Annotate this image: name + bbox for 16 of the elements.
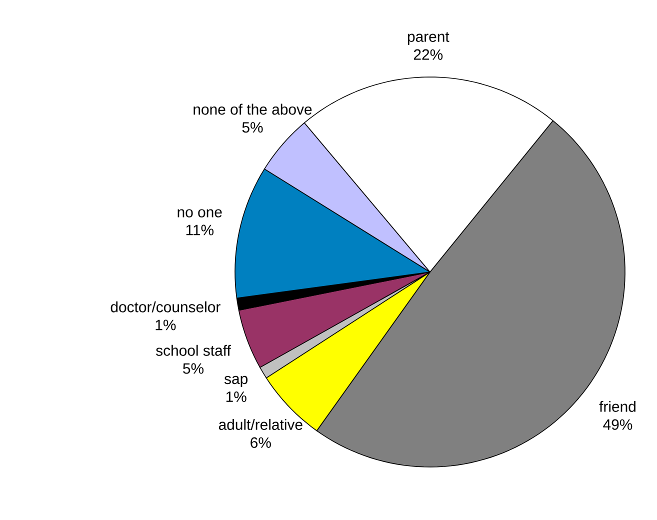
data-label: 22% xyxy=(414,49,443,60)
slice-label: doctor/counselor xyxy=(110,301,220,312)
data-label: 5% xyxy=(242,122,263,133)
slice-label: sap xyxy=(224,376,248,388)
slice-label: no one xyxy=(178,209,222,218)
slice-label: friend xyxy=(599,400,636,412)
data-label: 5% xyxy=(183,363,204,374)
data-label: 49% xyxy=(603,419,632,430)
data-label: 1% xyxy=(156,320,176,330)
slice-label: school staff xyxy=(156,344,231,356)
slice-label: adult/relative xyxy=(218,418,302,430)
data-label: 1% xyxy=(226,392,246,402)
slice-label: none of the above xyxy=(194,104,312,115)
data-label: 11% xyxy=(186,224,214,236)
data-label: 6% xyxy=(250,437,271,448)
slice-label: parent xyxy=(408,32,450,45)
